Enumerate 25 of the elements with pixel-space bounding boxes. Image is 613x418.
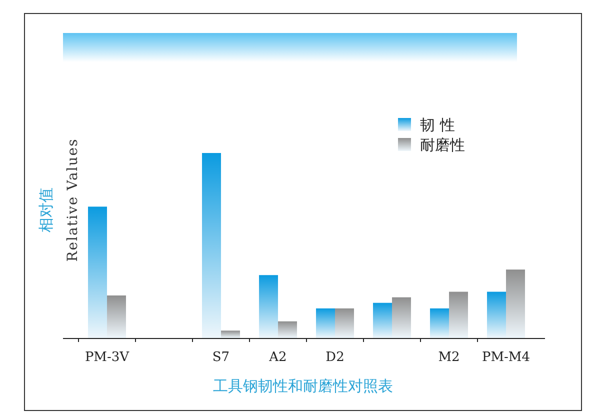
x-tick-label: M2: [438, 350, 460, 365]
x-tick-label: PM-3V: [84, 350, 130, 365]
bar: [221, 330, 240, 338]
bar: [202, 153, 221, 338]
x-tick-label: D2: [326, 350, 344, 365]
bar: [107, 295, 126, 338]
bar: [392, 297, 411, 338]
bar: [278, 321, 297, 338]
bar: [259, 275, 278, 338]
legend-label: 耐磨性: [420, 136, 465, 154]
bar: [335, 308, 354, 338]
bar: [316, 308, 335, 338]
bar: [487, 292, 506, 338]
y-axis-title: 相对值: [37, 188, 55, 232]
bar: [88, 206, 107, 338]
bar: [449, 292, 468, 338]
bar: [373, 302, 392, 338]
bar: [506, 270, 525, 338]
x-axis-title: 工具钢韧性和耐磨性对照表: [213, 377, 393, 395]
legend-label: 韧 性: [420, 116, 455, 134]
annotation: Relative Values: [65, 138, 81, 262]
x-tick-label: S7: [212, 350, 230, 365]
bar: [430, 308, 449, 338]
x-tick-label: PM-M4: [482, 350, 530, 365]
x-tick-label: A2: [268, 350, 287, 365]
